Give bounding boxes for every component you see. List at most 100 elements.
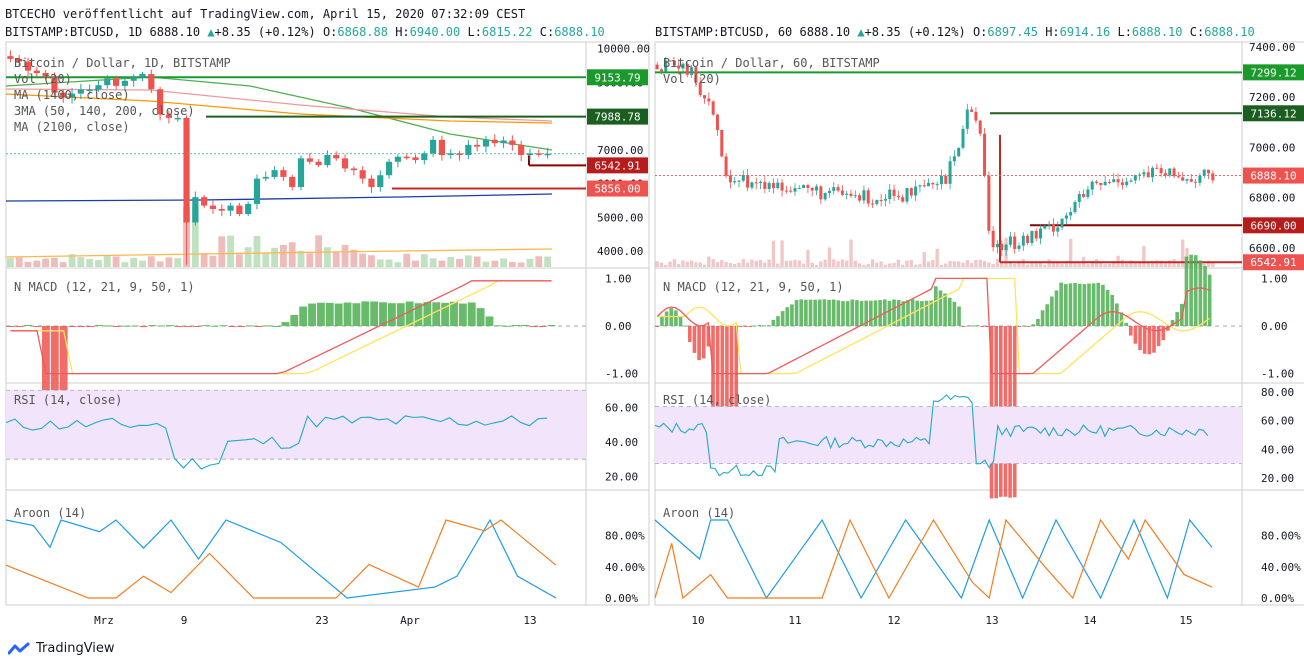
publication-site[interactable]: TradingView.com, [200,7,316,21]
macd-histogram-bar [961,326,966,327]
rsi-band [655,406,1242,464]
macd-histogram-bar [1082,284,1087,326]
macd-histogram-bar [822,299,827,326]
macd-histogram-bar [334,303,343,326]
candle-body [42,73,49,78]
candle-body [33,70,40,74]
aroon-up-line [5,519,557,599]
right-close: 6888.10 [1204,25,1255,39]
volume-bar [95,260,102,267]
volume-bar [814,264,819,267]
ma-50-line [5,76,553,151]
macd-histogram-bar [246,325,254,327]
macd-histogram-bar [762,325,766,327]
candle-body [1107,181,1111,183]
volume-bar [1008,261,1013,267]
volume-bar [1133,261,1137,267]
macd-histogram-bar [1166,326,1170,331]
left-close: 6888.10 [554,25,605,39]
candle-body [253,178,261,204]
volume-bar [995,259,1000,267]
volume-bar [1043,264,1047,267]
candle-body [793,188,797,192]
right-rsi-legend: RSI (14, close) [663,393,771,407]
macd-histogram-bar [739,326,743,327]
macd-histogram-bar [1036,318,1040,326]
candle-body [1172,168,1176,177]
macd-histogram-bar [1138,326,1142,351]
right-rsi-y-tick: 40.00 [1261,443,1294,456]
candle-body [901,197,905,202]
macd-histogram-bar [370,301,379,326]
left-x-tick: 23 [315,614,328,627]
candle-body [526,153,534,155]
left-o-label: O: [322,25,338,39]
up-triangle-icon: ▲ [857,25,865,39]
volume-bar [991,264,995,267]
macd-histogram-bar [112,326,121,327]
macd-histogram-bar [831,299,836,326]
volume-bar [51,257,58,267]
volume-bar [763,262,767,267]
candle-body [763,181,767,189]
left-macd-y-tick: 0.00 [605,320,632,333]
macd-histogram-bar [237,326,246,327]
volume-bar [892,263,896,267]
macd-histogram-bar [547,324,556,326]
volume-bar [227,235,234,267]
candle-body [1146,172,1150,178]
candle-body [1030,231,1034,243]
macd-histogram-bar [901,301,906,326]
volume-bar [758,259,763,267]
candle-body [95,85,102,90]
volume-bar [905,260,909,267]
candle-body [1142,172,1146,175]
candle-body [995,243,999,248]
candle-body [438,139,446,155]
macd-histogram-bar [729,326,734,413]
volume-bar [544,256,551,267]
candle-body [350,168,357,171]
macd-histogram-bar [1115,303,1119,326]
candle-body [456,153,463,155]
macd-histogram-bar [157,325,166,327]
candle-body [780,182,784,191]
macd-histogram-bar [743,326,748,327]
volume-bar [720,260,724,267]
candle-body [236,205,243,215]
volume-bar [733,263,737,267]
tradingview-footer[interactable]: TradingView [7,641,115,656]
macd-histogram-bar [290,314,299,326]
candle-body [324,155,331,166]
volume-bar [1181,239,1185,267]
publication-date: April 15, 2020 07:32:09 CEST [322,7,526,21]
macd-histogram-bar [855,300,859,326]
candle-body [482,139,490,147]
volume-bar [130,258,138,267]
macd-histogram-bar [1152,326,1156,353]
left-y-tick: 10000.00 [597,43,650,56]
volume-bar [508,262,516,267]
left-macd-y-tick: -1.00 [605,368,638,381]
volume-bar [974,259,978,267]
up-triangle-icon: ▲ [207,25,215,39]
volume-bar [913,264,918,267]
volume-bar [771,240,776,267]
right-x-tick: 12 [887,614,900,627]
macd-histogram-bar [219,325,228,327]
volume-bar [1159,260,1163,267]
volume-bar [68,254,76,267]
candle-body [157,89,164,115]
candle-body [694,67,698,83]
macd-histogram-bar [175,326,183,327]
right-price-tag-2: 6888.10 [1250,170,1296,183]
candle-body [1064,215,1068,219]
volume-bar [438,260,446,267]
volume-bar [1034,263,1038,267]
volume-bar [1112,261,1116,267]
left-legend-line-1: Vol (20) [14,72,72,86]
volume-bar [253,235,261,267]
volume-bar [394,262,402,267]
left-price-tag-3: 5856.00 [594,183,640,196]
